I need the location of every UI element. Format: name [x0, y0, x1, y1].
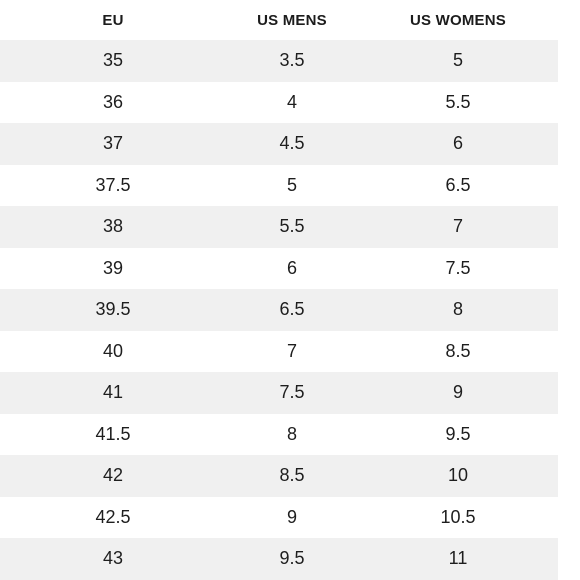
- table-row: 39 6 7.5: [0, 247, 558, 289]
- cell-eu: 41: [102, 382, 124, 403]
- cell-eu: 42.5: [95, 506, 131, 527]
- cell-us-mens: 6: [286, 257, 297, 278]
- cell-us-mens: 7: [286, 340, 297, 361]
- cell-us-womens: 5.5: [445, 91, 471, 112]
- table-row: 39.5 6.5 8: [0, 289, 558, 331]
- cell-us-womens: 5: [452, 50, 463, 71]
- cell-us-womens: 10: [447, 465, 469, 486]
- column-header-us-womens: US WOMENS: [410, 11, 506, 29]
- cell-us-mens: 8: [286, 423, 297, 444]
- cell-us-womens: 10.5: [440, 506, 476, 527]
- table-header: EU US MENS US WOMENS: [0, 0, 558, 40]
- cell-us-womens: 7: [452, 216, 463, 237]
- cell-us-mens: 4.5: [279, 133, 305, 154]
- cell-us-womens: 9: [452, 382, 463, 403]
- cell-us-mens: 8.5: [279, 465, 305, 486]
- table-row: 41.5 8 9.5: [0, 413, 558, 455]
- table-row: 37 4.5 6: [0, 123, 558, 165]
- table-row: 38 5.5 7: [0, 206, 558, 248]
- cell-eu: 41.5: [95, 423, 131, 444]
- cell-us-mens: 9: [286, 506, 297, 527]
- cell-us-mens: 6.5: [279, 299, 305, 320]
- cell-eu: 36: [102, 91, 124, 112]
- column-header-us-mens: US MENS: [257, 11, 327, 29]
- table-row: 35 3.5 5: [0, 40, 558, 82]
- cell-eu: 37: [102, 133, 124, 154]
- table-row: 42 8.5 10: [0, 455, 558, 497]
- cell-us-mens: 9.5: [279, 548, 305, 569]
- cell-eu: 35: [102, 50, 124, 71]
- cell-us-mens: 3.5: [279, 50, 305, 71]
- cell-us-mens: 5.5: [279, 216, 305, 237]
- cell-us-womens: 11: [448, 548, 468, 569]
- cell-us-womens: 6: [452, 133, 463, 154]
- cell-eu: 39: [102, 257, 124, 278]
- cell-us-womens: 7.5: [445, 257, 471, 278]
- size-chart-table: EU US MENS US WOMENS 35 3.5 5 36 4 5.5 3…: [0, 0, 558, 580]
- cell-us-mens: 5: [286, 174, 297, 195]
- cell-eu: 40: [102, 340, 124, 361]
- table-row: 36 4 5.5: [0, 81, 558, 123]
- cell-us-womens: 9.5: [445, 423, 471, 444]
- table-row: 41 7.5 9: [0, 372, 558, 414]
- cell-us-womens: 6.5: [445, 174, 471, 195]
- table-row: 43 9.5 11: [0, 538, 558, 580]
- cell-eu: 42: [102, 465, 124, 486]
- cell-us-mens: 4: [286, 91, 297, 112]
- table-row: 42.5 9 10.5: [0, 496, 558, 538]
- table-row: 37.5 5 6.5: [0, 164, 558, 206]
- cell-us-womens: 8.5: [445, 340, 471, 361]
- cell-eu: 38: [102, 216, 124, 237]
- cell-us-womens: 8: [452, 299, 463, 320]
- cell-eu: 39.5: [95, 299, 131, 320]
- column-header-eu: EU: [102, 11, 124, 29]
- cell-eu: 37.5: [95, 174, 131, 195]
- cell-us-mens: 7.5: [279, 382, 305, 403]
- cell-eu: 43: [102, 548, 124, 569]
- table-row: 40 7 8.5: [0, 330, 558, 372]
